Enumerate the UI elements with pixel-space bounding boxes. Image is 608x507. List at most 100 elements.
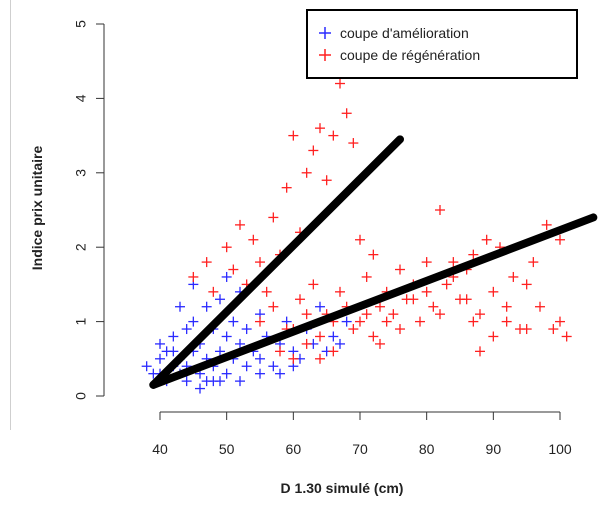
point-series-1 (141, 361, 152, 372)
y-tick-label: 3 (73, 169, 89, 177)
point-series-2 (528, 257, 539, 268)
point-series-2 (468, 316, 479, 327)
point-series-2 (208, 286, 219, 297)
point-series-1 (155, 353, 165, 364)
y-tick-label: 5 (73, 20, 89, 28)
point-series-2 (281, 182, 292, 193)
point-series-1 (168, 331, 179, 342)
point-series-1 (235, 376, 245, 387)
legend-label-2: coupe de régénération (340, 47, 480, 63)
point-series-1 (195, 383, 205, 394)
x-tick-label: 50 (219, 441, 235, 457)
point-series-2 (315, 353, 325, 364)
x-tick-label: 40 (152, 441, 168, 457)
point-series-1 (255, 353, 265, 364)
point-series-2 (248, 234, 259, 245)
point-series-2 (201, 257, 212, 268)
x-axis-label: D 1.30 simulé (cm) (281, 480, 404, 496)
point-series-2 (441, 279, 452, 290)
point-series-2 (221, 242, 232, 253)
point-series-2 (435, 309, 445, 320)
x-tick-label: 90 (486, 441, 502, 457)
point-series-1 (188, 316, 199, 327)
point-series-2 (421, 257, 432, 268)
point-series-2 (428, 301, 439, 312)
legend-marker-2 (319, 49, 331, 61)
point-series-2 (308, 279, 319, 290)
point-series-1 (275, 368, 285, 379)
y-axis-label: Indice prix unitaire (29, 146, 45, 271)
point-series-2 (335, 286, 345, 297)
point-series-2 (268, 212, 279, 223)
point-series-1 (215, 294, 225, 305)
left-panel-border (0, 0, 11, 430)
x-tick-label: 100 (548, 441, 572, 457)
point-series-2 (301, 338, 312, 349)
point-series-2 (308, 145, 319, 156)
point-series-2 (448, 257, 459, 268)
point-series-2 (341, 108, 352, 119)
y-tick-label: 4 (73, 94, 89, 102)
point-series-1 (341, 316, 352, 327)
point-series-2 (488, 286, 499, 297)
point-series-2 (548, 324, 559, 335)
point-series-2 (481, 234, 492, 245)
point-series-1 (175, 301, 185, 312)
point-series-1 (168, 346, 179, 357)
point-series-2 (561, 331, 572, 342)
y-axis: 0 1 2 3 4 5 (73, 20, 105, 400)
point-series-2 (355, 234, 365, 245)
point-series-2 (328, 346, 339, 357)
point-series-1 (221, 331, 232, 342)
point-series-1 (255, 368, 265, 379)
point-series-2 (348, 324, 359, 335)
x-tick-label: 60 (286, 441, 302, 457)
point-series-2 (361, 271, 372, 282)
point-series-2 (415, 316, 425, 327)
point-series-1 (241, 361, 252, 372)
point-series-2 (321, 175, 332, 186)
point-series-2 (375, 338, 385, 349)
legend-box (306, 9, 578, 79)
point-series-2 (435, 205, 445, 215)
point-series-2 (375, 301, 385, 312)
point-series-2 (395, 324, 405, 335)
point-series-2 (228, 264, 239, 275)
trend-lines-layer (149, 135, 598, 389)
legend-marker-1 (319, 27, 331, 39)
legend: coupe d'amélioration coupe de régénératio… (306, 9, 578, 79)
point-series-1 (181, 324, 192, 335)
point-series-2 (315, 331, 325, 342)
point-series-2 (555, 316, 565, 327)
point-series-1 (215, 376, 225, 387)
point-series-2 (368, 249, 379, 260)
point-series-2 (301, 309, 312, 320)
point-series-2 (555, 234, 565, 245)
point-series-2 (461, 294, 472, 305)
data-points-layer (141, 78, 572, 394)
y-tick-label: 2 (73, 243, 89, 251)
point-series-1 (335, 338, 345, 349)
point-series-2 (501, 301, 512, 312)
point-series-2 (235, 219, 245, 230)
point-series-2 (521, 279, 532, 290)
point-series-2 (501, 316, 512, 327)
point-series-2 (348, 138, 359, 149)
point-series-2 (468, 249, 479, 260)
point-series-2 (508, 271, 519, 282)
point-series-1 (268, 361, 279, 372)
point-series-2 (381, 316, 392, 327)
point-series-2 (475, 346, 485, 357)
point-series-1 (315, 301, 325, 312)
point-series-1 (155, 338, 165, 349)
point-series-2 (395, 264, 405, 275)
point-series-2 (188, 271, 199, 282)
point-series-2 (255, 316, 265, 327)
point-series-2 (255, 257, 265, 268)
point-series-1 (328, 331, 339, 342)
point-series-2 (288, 130, 299, 141)
point-series-1 (241, 324, 252, 335)
point-series-2 (368, 331, 379, 342)
y-tick-label: 1 (73, 317, 89, 325)
